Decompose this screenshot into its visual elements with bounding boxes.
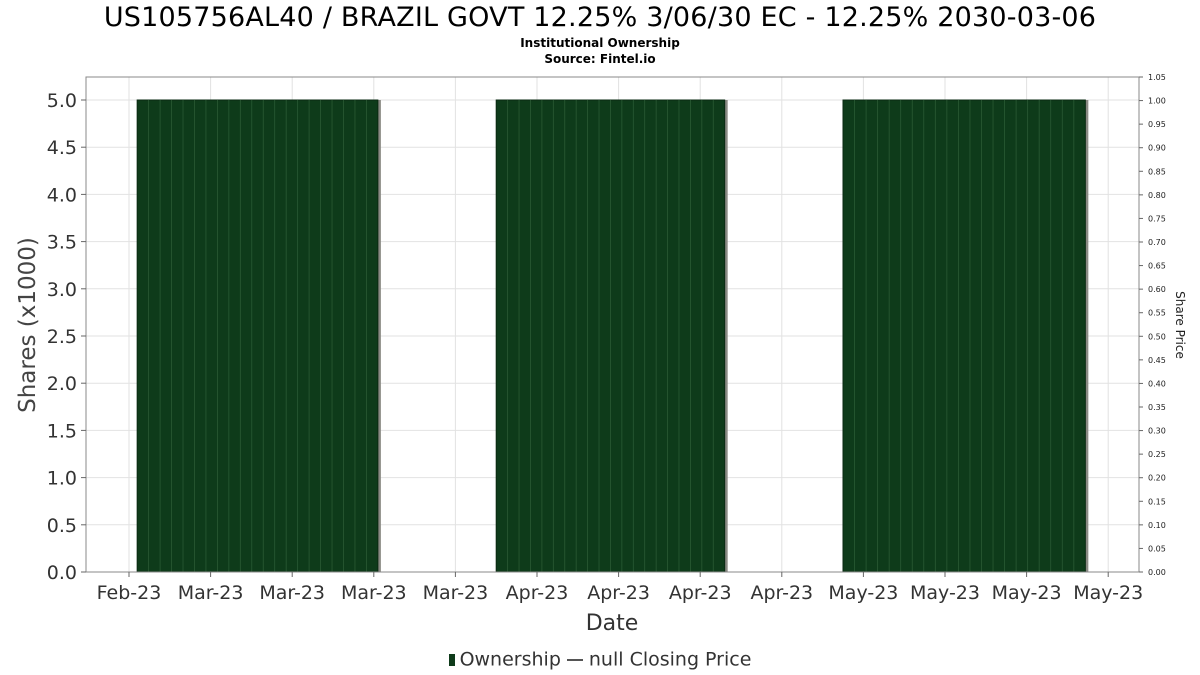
x-axis: Feb-23 Mar-23 Mar-23 Mar-23 Mar-23 Apr-23 Apr-…: [97, 572, 1143, 604]
y-right-tick-label: 0.60: [1148, 285, 1166, 294]
ownership-bars: [136, 99, 1089, 573]
y-tick-label: 1.0: [47, 468, 77, 490]
ownership-bar: [842, 99, 1086, 573]
y-tick-label: 2.5: [47, 326, 77, 348]
y-axis-right: 0.00 0.05 0.10 0.15 0.20 0.25 0.30 0.35 0.40 0.45…: [1139, 73, 1166, 577]
chart-source: Source: Fintel.io: [544, 52, 656, 66]
y-right-tick-label: 0.05: [1148, 544, 1166, 553]
x-tick-label: Mar-23: [178, 582, 244, 604]
y-right-tick-label: 0.65: [1148, 262, 1166, 271]
y-right-tick-label: 0.20: [1148, 474, 1166, 483]
x-tick-label: Mar-23: [341, 582, 407, 604]
y-right-tick-label: 0.55: [1148, 309, 1166, 318]
y-tick-label: 0.0: [47, 562, 77, 584]
y-axis-label: Shares (x1000): [15, 237, 41, 413]
y-right-tick-label: 0.10: [1148, 521, 1166, 530]
x-tick-label: Feb-23: [97, 582, 162, 604]
y-right-tick-label: 0.80: [1148, 191, 1166, 200]
y-right-tick-label: 1.00: [1148, 97, 1166, 106]
y-tick-label: 3.0: [47, 279, 77, 301]
y-tick-label: 1.5: [47, 420, 77, 442]
x-axis-label: Date: [586, 611, 639, 636]
ownership-bar: [136, 99, 379, 573]
y-right-tick-label: 0.90: [1148, 144, 1166, 153]
y-right-tick-label: 1.05: [1148, 73, 1166, 82]
plot-frame: [85, 76, 1140, 573]
legend-ownership-label: Ownership: [459, 648, 561, 671]
y-right-tick-label: 0.25: [1148, 450, 1166, 459]
y-right-tick-label: 0.35: [1148, 403, 1166, 412]
ownership-segment: [495, 99, 728, 573]
x-tick-label: Apr-23: [750, 582, 813, 604]
x-tick-label: May-23: [992, 582, 1062, 604]
x-tick-label: Apr-23: [587, 582, 650, 604]
chart-legend: Ownership null Closing Price: [0, 648, 1200, 671]
chart-subtitle: Institutional Ownership: [520, 36, 680, 50]
y-right-tick-label: 0.00: [1148, 568, 1166, 577]
y-right-tick-label: 0.45: [1148, 356, 1166, 365]
y-right-tick-label: 0.75: [1148, 214, 1166, 223]
y-right-tick-label: 0.15: [1148, 497, 1166, 506]
y-right-tick-label: 0.50: [1148, 332, 1166, 341]
x-tick-label: Apr-23: [669, 582, 732, 604]
y-tick-label: 5.0: [47, 90, 77, 112]
x-tick-label: Mar-23: [423, 582, 489, 604]
y-tick-label: 4.0: [47, 184, 77, 206]
x-tick-label: May-23: [828, 582, 898, 604]
x-tick-label: May-23: [1073, 582, 1143, 604]
legend-price-line: [566, 658, 583, 661]
chart-title: US105756AL40 / BRAZIL GOVT 12.25% 3/06/3…: [103, 2, 1097, 33]
y-axis-left: 0.0 0.5 1.0 1.5 2.0 2.5 3.0 3.5 4.0 4.5 5.0: [47, 90, 86, 584]
legend-price-label: null Closing Price: [588, 648, 752, 671]
y-right-tick-label: 0.30: [1148, 427, 1166, 436]
x-tick-label: May-23: [910, 582, 980, 604]
ownership-segment: [136, 99, 381, 573]
y-right-tick-label: 0.70: [1148, 238, 1166, 247]
y-right-tick-label: 0.95: [1148, 120, 1166, 129]
y-axis-right-label: Share Price: [1173, 291, 1187, 359]
x-tick-label: Apr-23: [506, 582, 569, 604]
y-tick-label: 2.0: [47, 373, 77, 395]
y-tick-label: 4.5: [47, 137, 77, 159]
y-right-tick-label: 0.40: [1148, 379, 1166, 388]
y-tick-label: 3.5: [47, 232, 77, 254]
ownership-segment: [842, 99, 1089, 573]
x-tick-label: Mar-23: [259, 582, 325, 604]
legend-ownership-swatch: [448, 653, 455, 666]
y-right-tick-label: 0.85: [1148, 167, 1166, 176]
y-tick-label: 0.5: [47, 515, 77, 537]
